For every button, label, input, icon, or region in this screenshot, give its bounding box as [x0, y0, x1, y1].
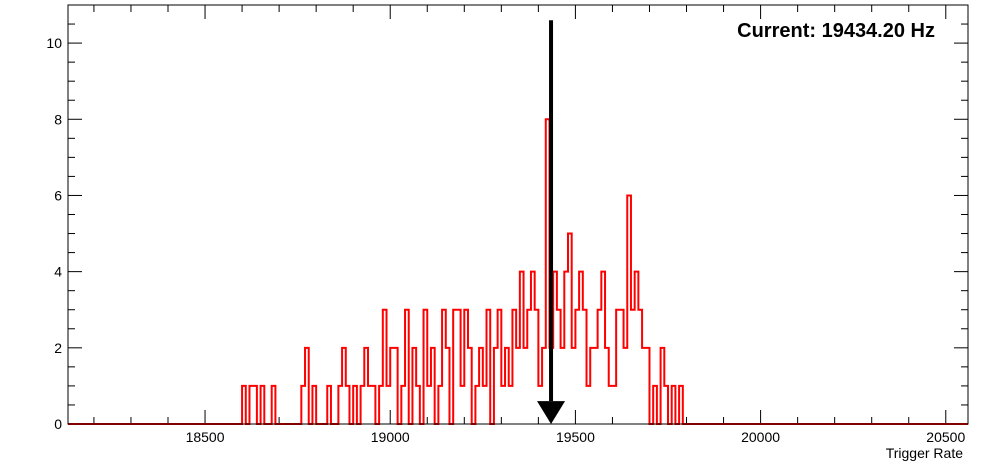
- y-tick-label: 8: [54, 111, 62, 127]
- x-tick-label: 20500: [926, 429, 965, 445]
- axis-tick-labels: 0 2 4 6 8 10 18500 19000 19500 20000 20500: [46, 35, 965, 445]
- y-tick-label: 10: [46, 35, 62, 51]
- marker-arrowhead: [537, 401, 566, 424]
- y-tick-label: 0: [54, 416, 62, 432]
- x-tick-label: 19500: [556, 429, 595, 445]
- y-tick-label: 2: [54, 340, 62, 356]
- y-tick-label: 4: [54, 264, 62, 280]
- x-axis-title: Trigger Rate: [886, 445, 964, 461]
- y-tick-label: 6: [54, 187, 62, 203]
- annotation-current: Current: 19434.20 Hz: [737, 20, 935, 42]
- plot-frame: [67, 4, 969, 425]
- x-tick-label: 20000: [741, 429, 780, 445]
- x-tick-label: 19000: [371, 429, 410, 445]
- x-tick-label: 18500: [186, 429, 225, 445]
- plot-background: [68, 5, 968, 424]
- current-marker-arrow: [537, 20, 566, 424]
